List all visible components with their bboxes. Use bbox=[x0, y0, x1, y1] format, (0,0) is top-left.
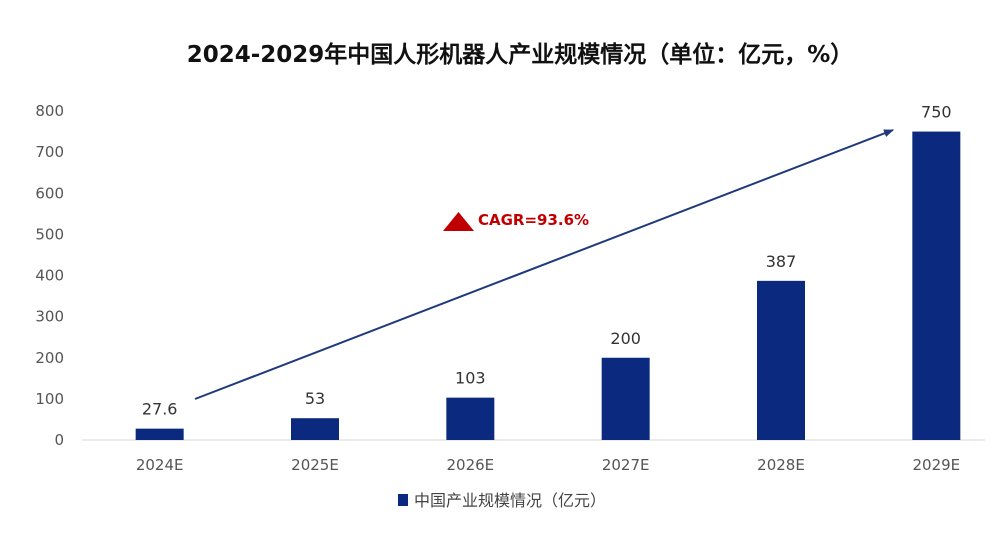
bar bbox=[912, 131, 961, 440]
data-label: 103 bbox=[455, 369, 486, 388]
cagr-arrow bbox=[194, 129, 894, 400]
x-tick-label: 2029E bbox=[913, 456, 961, 474]
data-label: 200 bbox=[610, 329, 641, 348]
y-tick-label: 100 bbox=[35, 390, 64, 408]
y-axis: 0 100 200 300 400 500 600 700 800 bbox=[35, 102, 64, 449]
bar bbox=[601, 357, 650, 440]
y-tick-label: 300 bbox=[35, 308, 64, 326]
y-tick-label: 500 bbox=[35, 225, 64, 243]
y-tick-label: 0 bbox=[54, 431, 64, 449]
data-label: 53 bbox=[305, 389, 325, 408]
bar bbox=[135, 428, 184, 440]
legend-swatch bbox=[398, 494, 408, 506]
y-tick-label: 400 bbox=[35, 267, 64, 285]
data-label: 27.6 bbox=[142, 400, 178, 419]
x-tick-label: 2027E bbox=[602, 456, 650, 474]
x-tick-label: 2026E bbox=[447, 456, 495, 474]
x-tick-label: 2024E bbox=[136, 456, 184, 474]
y-tick-label: 600 bbox=[35, 184, 64, 202]
y-tick-label: 800 bbox=[35, 102, 64, 120]
bar bbox=[446, 397, 495, 440]
x-axis: 2024E 2025E 2026E 2027E 2028E 2029E bbox=[136, 456, 960, 474]
legend: 中国产业规模情况（亿元） bbox=[398, 491, 606, 510]
y-tick-label: 700 bbox=[35, 143, 64, 161]
y-tick-label: 200 bbox=[35, 349, 64, 367]
x-tick-label: 2025E bbox=[291, 456, 339, 474]
chart-title: 2024-2029年中国人形机器人产业规模情况（单位：亿元，%） bbox=[187, 41, 854, 68]
data-label: 750 bbox=[921, 103, 952, 122]
data-labels: 27.6 53 103 200 387 750 bbox=[142, 103, 952, 419]
x-tick-label: 2028E bbox=[757, 456, 805, 474]
bar bbox=[757, 280, 805, 440]
bar bbox=[291, 418, 339, 440]
cagr-triangle-icon bbox=[443, 212, 474, 231]
bars bbox=[135, 131, 961, 440]
cagr-annotation: CAGR=93.6% bbox=[478, 211, 589, 229]
data-label: 387 bbox=[766, 252, 797, 271]
legend-label: 中国产业规模情况（亿元） bbox=[414, 491, 606, 510]
